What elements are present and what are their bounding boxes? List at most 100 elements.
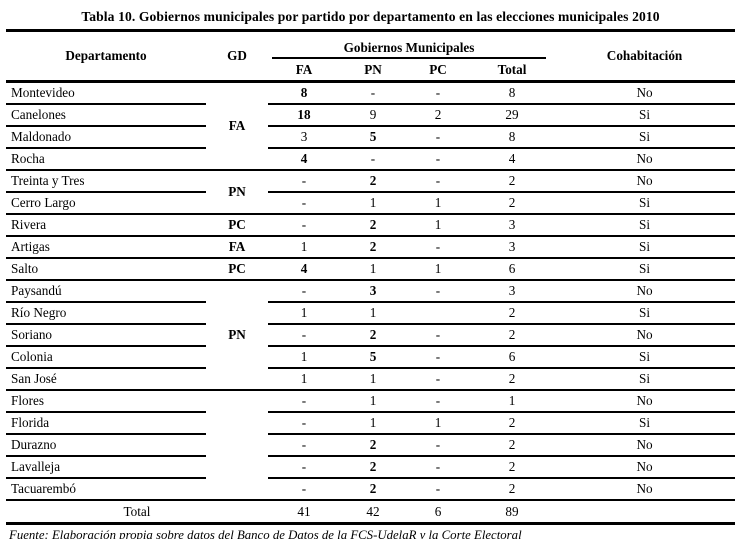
cell-pc: - bbox=[406, 147, 470, 171]
cell-pc: - bbox=[406, 345, 470, 369]
cell-pn: 2 bbox=[340, 169, 406, 193]
cell-pc: 1 bbox=[406, 213, 470, 237]
cell-cohabitacion: Si bbox=[554, 411, 736, 435]
cell-cohabitacion: No bbox=[554, 433, 736, 457]
cell-cohabitacion: No bbox=[554, 147, 736, 171]
table-row: Soriano -2-2 No bbox=[6, 323, 736, 347]
cell-departamento: Colonia bbox=[6, 345, 206, 369]
cell-fa: 18 bbox=[268, 103, 340, 127]
cell-cohabitacion: No bbox=[554, 323, 736, 347]
cell-pc: - bbox=[406, 433, 470, 457]
cell-departamento: Durazno bbox=[6, 433, 206, 457]
cell-tot: 6 bbox=[470, 345, 555, 369]
cell-departamento: Tacuarembó bbox=[6, 477, 206, 501]
table-row: Cerro Largo -1 1 2 Si bbox=[6, 191, 736, 215]
header-total: Total bbox=[497, 61, 527, 77]
cell-pc: - bbox=[406, 125, 470, 149]
cell-departamento: Soriano bbox=[6, 323, 206, 347]
cell-pn: 2 bbox=[340, 477, 406, 501]
table-row: Rocha 4- -4 No bbox=[6, 147, 736, 171]
cell-tot: 3 bbox=[470, 235, 555, 259]
cell-fa: 1 bbox=[268, 367, 340, 391]
municipal-governments-table: Departamento GD Gobiernos Municipales Co… bbox=[6, 28, 736, 525]
header-departamento: Departamento bbox=[65, 48, 147, 64]
cell-gd-group: FA bbox=[206, 81, 268, 171]
cell-cohabitacion: No bbox=[554, 477, 736, 501]
cell-tot: 2 bbox=[470, 367, 555, 391]
table-row: Paysandú PN -3-3 No bbox=[6, 279, 736, 391]
header-fa: FA bbox=[295, 61, 313, 77]
cell-departamento: Río Negro bbox=[6, 301, 206, 325]
cell-gd-group: FA bbox=[206, 235, 268, 259]
cell-pn: 1 bbox=[340, 257, 406, 281]
table-row: Tacuarembó -2-2 No bbox=[6, 477, 736, 501]
table-row: Lavalleja -2-2 No bbox=[6, 455, 736, 479]
table-title: Tabla 10. Gobiernos municipales por part… bbox=[81, 9, 660, 24]
cell-fa: - bbox=[268, 169, 340, 193]
cell-pc: 1 bbox=[406, 411, 470, 435]
table-row: Durazno -2-2 No bbox=[6, 433, 736, 457]
cell-tot: 2 bbox=[470, 191, 555, 215]
cell-tot: 2 bbox=[470, 169, 555, 193]
cell-tot: 1 bbox=[470, 389, 555, 413]
table-body: Montevideo FA 8- -8 No Canelones 18 9 2 29 Si Maldo… bbox=[6, 81, 736, 501]
cell-pn: 1 bbox=[340, 301, 406, 325]
cell-pc bbox=[406, 301, 470, 325]
cell-gd-group: PC bbox=[206, 257, 268, 281]
cell-cohabitacion: No bbox=[554, 81, 736, 105]
cell-departamento: Maldonado bbox=[6, 125, 206, 149]
cell-pn: 3 bbox=[340, 279, 406, 303]
table-row: Flores -1-1 No bbox=[6, 389, 736, 501]
cell-cohabitacion: No bbox=[554, 389, 736, 413]
cell-fa: - bbox=[268, 389, 340, 413]
cell-cohabitacion: Si bbox=[554, 191, 736, 215]
table-header: Departamento GD Gobiernos Municipales Co… bbox=[6, 30, 736, 82]
cell-cohabitacion: Si bbox=[554, 213, 736, 237]
cell-pc: 2 bbox=[406, 103, 470, 127]
cell-cohabitacion: Si bbox=[554, 103, 736, 127]
cell-fa: - bbox=[268, 433, 340, 457]
table-row: Río Negro 1 1 2 Si bbox=[6, 301, 736, 325]
cell-tot: 2 bbox=[470, 455, 555, 479]
table-row: Artigas FA 1 2-3 Si bbox=[6, 235, 736, 259]
cell-pn: 5 bbox=[340, 125, 406, 149]
cell-pc: 1 bbox=[406, 257, 470, 281]
cell-cohabitacion: Si bbox=[554, 235, 736, 259]
table-row: Maldonado 3 5-8 Si bbox=[6, 125, 736, 149]
header-gobiernos-municipales: Gobiernos Municipales bbox=[268, 30, 554, 59]
cell-fa: - bbox=[268, 411, 340, 435]
total-pn: 42 bbox=[340, 499, 406, 525]
cell-pc: - bbox=[406, 477, 470, 501]
cell-fa: 1 bbox=[268, 235, 340, 259]
table-row: Florida -1 1 2 Si bbox=[6, 411, 736, 435]
cell-pc: - bbox=[406, 81, 470, 105]
source-note: Fuente: Elaboración propia sobre datos d… bbox=[9, 527, 522, 539]
cell-fa: 4 bbox=[268, 147, 340, 171]
cell-pc: - bbox=[406, 389, 470, 413]
cell-pc: - bbox=[406, 367, 470, 391]
total-fa: 41 bbox=[268, 499, 340, 525]
table-row: Rivera PC -2 1 3 Si bbox=[6, 213, 736, 237]
cell-pc: - bbox=[406, 235, 470, 259]
table-row: San José 1 1-2 Si bbox=[6, 367, 736, 391]
cell-pn: - bbox=[340, 147, 406, 171]
cell-tot: 2 bbox=[470, 411, 555, 435]
cell-departamento: Rocha bbox=[6, 147, 206, 171]
cell-gd-group: PN bbox=[206, 279, 268, 391]
header-gd: GD bbox=[227, 48, 247, 64]
cell-departamento: Flores bbox=[6, 389, 206, 413]
cell-pn: 2 bbox=[340, 455, 406, 479]
cell-pn: 2 bbox=[340, 235, 406, 259]
cell-gd-group: PC bbox=[206, 213, 268, 237]
cell-fa: 1 bbox=[268, 301, 340, 325]
cell-pn: 2 bbox=[340, 433, 406, 457]
cell-tot: 8 bbox=[470, 81, 555, 105]
cell-departamento: Lavalleja bbox=[6, 455, 206, 479]
cell-fa: - bbox=[268, 323, 340, 347]
cell-departamento: Rivera bbox=[6, 213, 206, 237]
cell-pn: 2 bbox=[340, 213, 406, 237]
table-row: Canelones 18 9 2 29 Si bbox=[6, 103, 736, 127]
cell-departamento: San José bbox=[6, 367, 206, 391]
cell-tot: 29 bbox=[470, 103, 555, 127]
cell-tot: 3 bbox=[470, 279, 555, 303]
